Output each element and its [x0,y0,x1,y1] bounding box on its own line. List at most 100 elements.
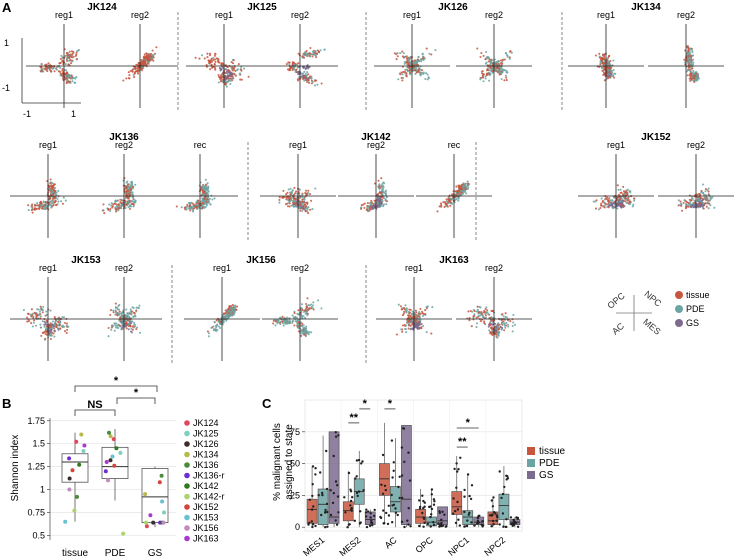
cell-point [485,306,488,309]
cell-point [297,73,300,76]
cell-point [360,207,363,210]
cell-point [133,321,136,325]
cell-point [235,305,239,308]
cell-point [691,67,694,70]
cell-point [286,320,289,323]
cell-point [504,52,507,55]
panel-a-label: A [2,0,12,15]
c-point [421,511,424,515]
cell-point [227,313,230,316]
cell-point [495,326,498,329]
cell-point [622,185,625,188]
cell-point [209,203,212,206]
cell-point [125,327,128,330]
cell-point [116,308,119,311]
cell-point [706,198,709,201]
cell-point [687,60,690,63]
cell-point [503,79,506,82]
cell-point [225,85,228,88]
cell-point [601,69,604,72]
cell-point [414,309,417,312]
cell-point [307,73,310,76]
cell-point [479,306,482,309]
cell-point [291,314,294,317]
b-legend-dot-jk142-r [184,493,190,500]
cell-point [44,328,48,331]
cell-point [511,324,514,327]
cell-point [487,71,490,74]
sample-title-jk125: JK125 [247,2,277,13]
cell-point [230,61,233,64]
cell-point [219,67,222,70]
cell-point [140,59,143,62]
cell-point [239,68,243,71]
cell-point [450,193,453,196]
cell-point [131,193,135,196]
cell-point [203,57,206,60]
cell-point [498,67,501,70]
cell-point [297,52,300,55]
cell-point [213,54,216,57]
cell-point [500,77,503,81]
cell-point [60,325,63,328]
cell-point [129,324,132,327]
cell-point [475,326,478,329]
cell-point [622,199,625,202]
cell-point [498,68,501,72]
cell-point [188,205,191,208]
cell-point [294,69,297,72]
cell-point [314,54,317,57]
cell-point [395,333,398,336]
cell-point [411,68,415,71]
cell-point [687,48,690,51]
c-point [311,523,315,526]
cell-point [683,58,686,61]
cell-point [208,54,212,57]
c-point [382,509,385,512]
cell-point [305,305,308,308]
cell-point [30,308,33,311]
b-point-jk136 [75,494,79,499]
b-legend-dot-jk136-r [184,472,190,479]
cell-point [151,49,154,52]
cell-point [229,310,232,313]
cell-point [603,62,606,65]
cell-point [363,202,366,205]
cell-point [628,203,631,206]
cell-point [702,191,705,194]
cell-point [482,76,485,79]
cell-point [616,199,619,202]
cell-point [148,52,151,55]
cell-point [508,57,511,60]
cell-point [496,325,500,328]
cell-point [462,182,465,185]
cell-point [44,206,47,209]
cell-point [405,57,409,60]
cell-point [461,190,464,193]
cell-point [686,58,689,61]
cell-point [223,312,226,315]
cell-point [300,204,303,207]
cell-point [41,308,44,311]
b-legend-label-jk156: JK156 [193,523,219,533]
cell-point [195,206,198,209]
cell-point [114,324,117,327]
cell-point [219,69,222,72]
cell-point [603,57,606,60]
cell-point [306,309,309,312]
cell-point [503,58,506,61]
cell-point [118,319,121,322]
cell-point [135,63,138,66]
c-point [418,499,421,502]
cell-point [700,203,703,207]
cell-point [373,205,376,208]
c-point [422,517,426,520]
cell-point [127,197,130,200]
cell-point [479,312,482,315]
cell-point [396,55,399,58]
cell-point [110,326,113,329]
cell-point [689,70,692,73]
scatter-plot-jk153-reg1: reg1 [10,263,86,361]
cell-point [303,54,306,57]
